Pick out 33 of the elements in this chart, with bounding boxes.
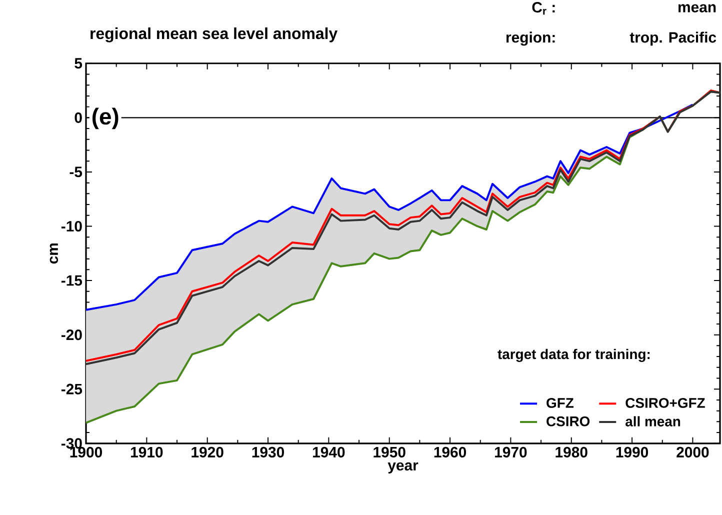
legend-title: target data for training: [498, 348, 650, 362]
x-tick-label: 1900 [70, 446, 102, 458]
x-tick-label: 2000 [676, 446, 709, 458]
y-tick-label: 0 [74, 112, 82, 123]
y-tick-label: -5 [70, 166, 82, 177]
x-tick-label: 1930 [252, 446, 284, 458]
y-tick-label: -10 [61, 220, 82, 232]
x-tick-label: 1950 [374, 446, 406, 458]
legend-label: CSIRO [546, 416, 590, 426]
x-tick-label: 1980 [556, 446, 588, 458]
y-tick-label: -15 [61, 275, 82, 286]
y-axis-title: cm [50, 243, 58, 264]
x-tick-label: 1910 [130, 446, 163, 458]
text: mean [678, 4, 716, 12]
y-tick-label: -25 [61, 384, 82, 394]
x-tick-label: 1920 [192, 446, 224, 458]
y-tick-label: 5 [74, 58, 82, 68]
legend-label: CSIRO+GFZ [626, 398, 705, 408]
chart-title: regional mean sea level anomaly [90, 27, 338, 42]
text: C$_{r}$ : [532, 2, 555, 14]
annotation: (e) [92, 108, 118, 129]
text: region: [506, 32, 555, 46]
x-tick-label: 1940 [313, 446, 345, 458]
x-axis-title: year [388, 462, 418, 474]
text: trop. Pacific [630, 32, 716, 46]
x-tick-label: 1970 [495, 446, 527, 458]
y-tick-label: -20 [61, 329, 82, 340]
legend-label: GFZ [546, 398, 574, 408]
legend-label: all mean [626, 416, 680, 426]
line-series [85, 103, 694, 311]
x-tick-label: 1960 [434, 446, 466, 458]
x-tick-label: 1990 [616, 446, 648, 458]
y-tick-label: -30 [61, 438, 82, 449]
